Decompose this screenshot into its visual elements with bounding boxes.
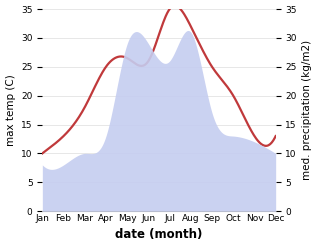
X-axis label: date (month): date (month) xyxy=(115,228,203,242)
Y-axis label: max temp (C): max temp (C) xyxy=(5,74,16,146)
Y-axis label: med. precipitation (kg/m2): med. precipitation (kg/m2) xyxy=(302,40,313,180)
